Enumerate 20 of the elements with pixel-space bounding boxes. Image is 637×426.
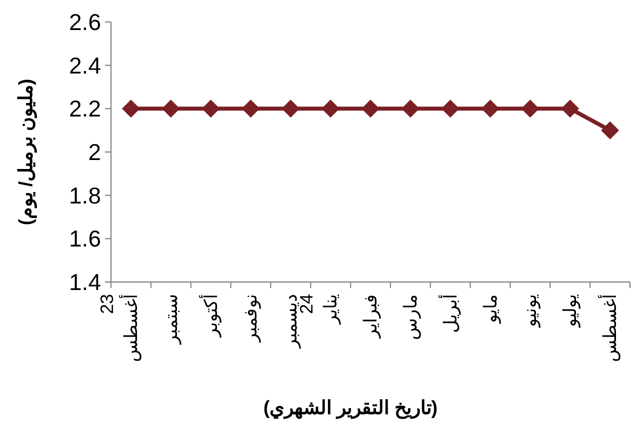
x-tick-label: نوفمبر	[240, 294, 262, 343]
x-tick-label: مايو	[480, 294, 502, 324]
y-tick-label: 2.6	[69, 9, 101, 35]
x-tick-label: أبريل	[438, 294, 462, 333]
x-tick-label: يوليو	[560, 294, 582, 328]
y-tick-label: 1.4	[69, 269, 102, 295]
y-tick-label: 2.2	[69, 96, 101, 122]
x-tick-label: سبتمبر	[160, 294, 182, 345]
x-axis-title: (تاريخ التقرير الشهري)	[263, 398, 438, 420]
x-tick-label: مارس	[400, 294, 422, 340]
y-tick-label: 1.8	[69, 182, 101, 208]
y-tick-label: 2.4	[69, 52, 102, 78]
x-tick-label: أغسطس	[598, 294, 622, 362]
y-axis-title: (مليون برميل/ يوم)	[16, 78, 37, 226]
x-tick-label: ديسمبر	[280, 294, 302, 349]
x-tick-label: فبراير	[360, 294, 382, 339]
x-tick-label: يونيو	[520, 294, 542, 328]
y-tick-label: 2	[88, 139, 101, 165]
x-tick-label: أكتوبر	[198, 294, 222, 338]
y-tick-label: 1.6	[69, 226, 101, 252]
